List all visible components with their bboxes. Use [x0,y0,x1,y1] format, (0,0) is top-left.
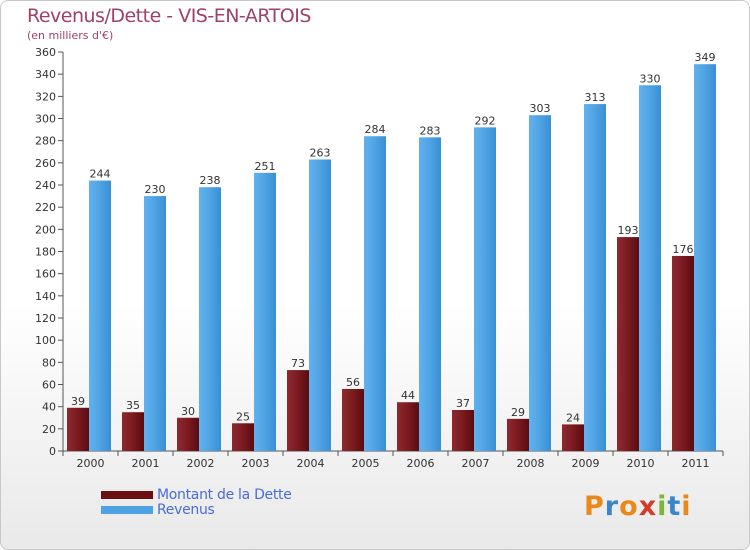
x-tick-label: 2010 [627,457,655,470]
bar-dette [232,423,254,451]
y-tick-label: 260 [35,157,56,170]
y-tick-label: 180 [35,246,56,259]
bar-dette [397,402,419,451]
data-label-revenus: 313 [585,91,606,104]
data-label-dette: 37 [456,397,470,410]
y-tick-label: 140 [35,290,56,303]
y-tick-label: 320 [35,90,56,103]
logo-letter: i [681,491,692,522]
y-tick-label: 220 [35,201,56,214]
bar-revenus [309,159,331,451]
data-label-revenus: 238 [200,174,221,187]
y-tick-label: 60 [42,379,56,392]
bar-dette [122,412,144,451]
proxiti-logo: Proxiti [584,491,692,522]
bar-revenus [584,104,606,451]
logo-letter: i [657,491,668,522]
bar-revenus [419,137,441,451]
logo-letter: t [667,491,682,522]
bar-revenus [529,115,551,452]
x-tick-label: 2008 [517,457,545,470]
data-label-dette: 39 [71,395,85,408]
data-label-revenus: 284 [365,123,386,136]
logo-letter: P [584,491,605,522]
data-label-revenus: 230 [145,183,166,196]
bar-dette [342,388,364,451]
legend-swatch-dette [101,490,153,499]
data-label-dette: 193 [618,224,639,237]
bar-revenus [254,172,276,451]
bar-dette [672,255,694,451]
x-tick-label: 2009 [572,457,600,470]
data-label-revenus: 244 [90,168,111,181]
data-label-dette: 30 [181,405,195,418]
y-tick-label: 20 [42,423,56,436]
data-label-dette: 73 [291,357,305,370]
data-label-revenus: 263 [310,147,331,160]
y-tick-label: 300 [35,113,56,126]
x-tick-label: 2007 [462,457,490,470]
data-label-dette: 24 [566,411,580,424]
legend-label-dette: Montant de la Dette [157,486,292,503]
data-label-dette: 35 [126,399,140,412]
y-tick-label: 120 [35,312,56,325]
x-tick-label: 2006 [407,457,435,470]
y-tick-label: 100 [35,334,56,347]
chart-title: Revenus/Dette - VIS-EN-ARTOIS [27,5,311,27]
bar-dette [617,237,639,451]
logo-letter: o [619,491,639,522]
y-tick-label: 340 [35,68,56,81]
y-tick-label: 160 [35,268,56,281]
legend: Montant de la Dette Revenus [101,486,292,518]
x-tick-label: 2005 [352,457,380,470]
legend-item-dette: Montant de la Dette [101,486,292,503]
bar-revenus [639,85,661,451]
legend-label-revenus: Revenus [157,501,215,518]
x-tick-label: 2011 [682,457,710,470]
bar-dette [452,409,474,451]
bar-revenus [474,127,496,451]
chart-subtitle: (en milliers d'€) [27,29,114,42]
x-tick-label: 2003 [242,457,270,470]
legend-swatch-revenus [101,505,153,514]
bar-revenus [364,136,386,451]
bar-revenus [89,180,111,452]
y-tick-label: 0 [49,445,56,458]
x-tick-label: 2004 [297,457,325,470]
bar-dette [67,407,89,451]
data-label-dette: 25 [236,410,250,423]
data-label-dette: 29 [511,406,525,419]
bar-revenus [199,187,221,451]
data-label-revenus: 330 [640,72,661,85]
bar-revenus [694,64,716,452]
bar-revenus [144,196,166,451]
logo-letter: r [604,491,620,522]
bar-dette [177,417,199,451]
bar-dette [507,418,529,451]
y-tick-label: 200 [35,223,56,236]
data-label-revenus: 292 [475,114,496,127]
bar-dette [562,424,584,451]
x-tick-label: 2001 [132,457,160,470]
y-tick-label: 280 [35,135,56,148]
y-tick-label: 40 [42,401,56,414]
logo-letter: x [638,491,658,522]
data-label-dette: 56 [346,376,360,389]
legend-item-revenus: Revenus [101,501,292,518]
data-label-revenus: 349 [695,51,716,64]
x-tick-label: 2000 [77,457,105,470]
y-tick-label: 240 [35,179,56,192]
y-tick-label: 80 [42,356,56,369]
y-tick-label: 360 [35,46,56,59]
data-label-revenus: 303 [530,102,551,115]
data-label-dette: 44 [401,389,415,402]
x-tick-label: 2002 [187,457,215,470]
data-label-revenus: 283 [420,124,441,137]
bar-dette [287,370,309,451]
data-label-dette: 176 [673,243,694,256]
data-label-revenus: 251 [255,160,276,173]
